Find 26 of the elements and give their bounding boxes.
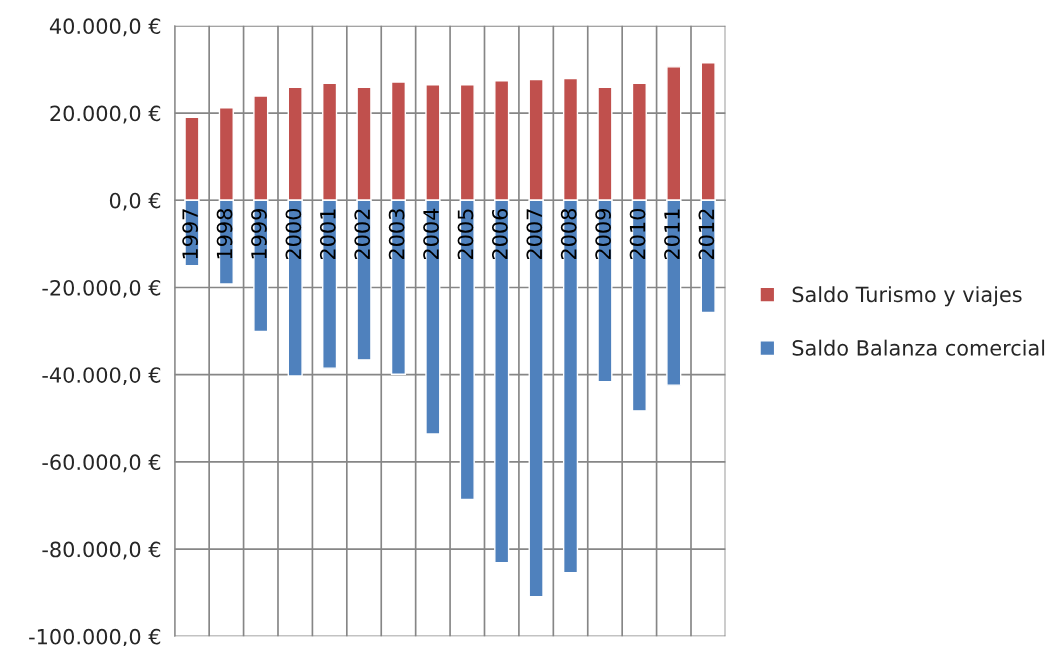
x-tick-label: 1999 bbox=[251, 209, 267, 259]
legend-label: Saldo Turismo y viajes bbox=[792, 286, 1022, 307]
x-tick-label: 2004 bbox=[423, 208, 439, 260]
x-tick-label: 2003 bbox=[388, 209, 405, 260]
x-tick-label: 2012 bbox=[698, 209, 715, 260]
x-tick-label: 2009 bbox=[595, 209, 611, 260]
y-tick-label: -60.000,0 € bbox=[42, 454, 161, 473]
y-tick-label: 0,0 € bbox=[109, 192, 161, 211]
x-tick-label: 2001 bbox=[319, 209, 336, 260]
x-tick-label: 2006 bbox=[491, 208, 508, 260]
y-tick-label: -20.000,0 € bbox=[42, 279, 161, 298]
x-tick-label: 2011 bbox=[664, 209, 680, 260]
x-tick-label: 2010 bbox=[629, 208, 646, 260]
x-tick-label: 1998 bbox=[216, 209, 233, 259]
legend-label: Saldo Balanza comercial bbox=[792, 339, 1045, 356]
x-tick-label: 2008 bbox=[560, 209, 577, 260]
y-tick-label: -80.000,0 € bbox=[42, 541, 161, 560]
x-tick-label: 2005 bbox=[457, 209, 474, 260]
x-tick-label: 2007 bbox=[526, 209, 543, 260]
x-tick-label: 2000 bbox=[285, 208, 302, 260]
y-tick-label: 40.000,0 € bbox=[49, 18, 161, 37]
y-tick-label: 20.000,0 € bbox=[50, 105, 161, 124]
y-tick-label: -40.000,0 € bbox=[42, 367, 161, 386]
x-tick-label: 2002 bbox=[354, 209, 371, 260]
x-tick-label: 1997 bbox=[182, 209, 198, 259]
y-tick-label: -100.000,0 € bbox=[29, 628, 161, 646]
